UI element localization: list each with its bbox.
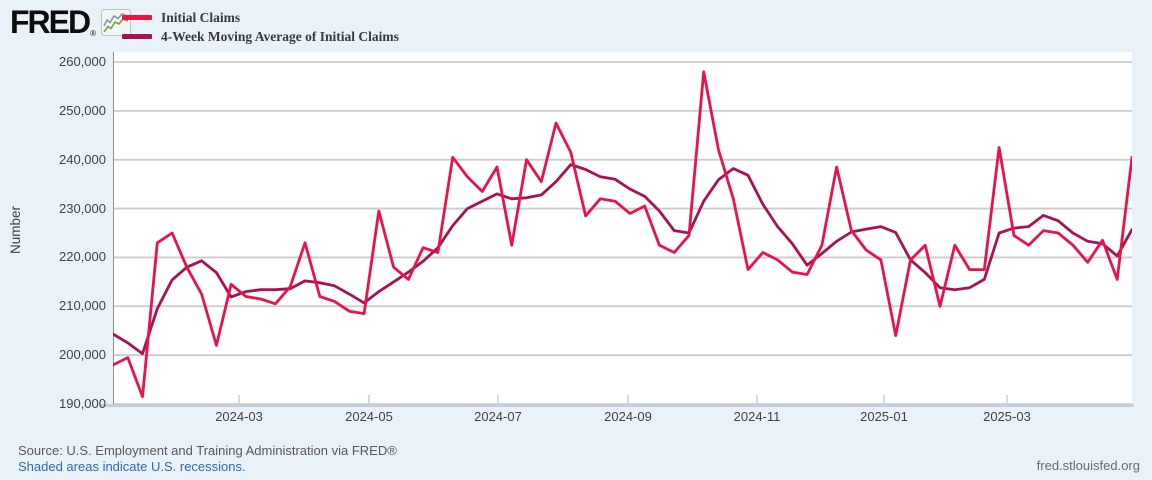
y-tick-label: 260,000	[59, 54, 106, 69]
legend-item-initial-claims: Initial Claims	[122, 8, 399, 27]
legend-swatch-initial-claims	[122, 15, 152, 20]
legend-item-moving-average: 4-Week Moving Average of Initial Claims	[122, 27, 399, 46]
chart-legend: Initial Claims 4-Week Moving Average of …	[122, 8, 399, 46]
recession-note-link[interactable]: Shaded areas indicate U.S. recessions.	[18, 459, 246, 474]
x-tick-label: 2024-11	[733, 409, 781, 424]
y-tick-label: 210,000	[59, 298, 106, 314]
x-tick-label: 2024-05	[345, 409, 393, 424]
source-text: Source: U.S. Employment and Training Adm…	[18, 443, 397, 458]
y-axis-title: Number	[8, 206, 23, 255]
legend-label-moving-average: 4-Week Moving Average of Initial Claims	[161, 28, 399, 44]
x-tick-label: 2024-09	[604, 409, 652, 424]
fred-logo-text: FRED	[10, 4, 91, 40]
plot-area	[111, 52, 1134, 405]
line-chart	[111, 52, 1134, 405]
x-tick-label: 2024-03	[215, 409, 263, 424]
y-tick-label: 220,000	[59, 249, 106, 265]
fred-logo: FRED ®	[10, 4, 132, 42]
y-tick-label: 250,000	[59, 102, 106, 118]
y-tick-label: 190,000	[59, 396, 106, 411]
x-tick-label: 2024-07	[474, 409, 522, 424]
legend-swatch-moving-average	[122, 34, 152, 39]
series-line-4-week-moving-average-of-initial-claims	[111, 163, 1134, 356]
x-axis-line	[100, 404, 1134, 407]
legend-label-initial-claims: Initial Claims	[161, 9, 241, 25]
x-tick-label: 2025-01	[860, 409, 908, 424]
series-line-initial-claims	[111, 70, 1134, 399]
y-tick-label: 200,000	[59, 347, 106, 363]
plot-background	[113, 52, 1132, 405]
registered-trademark: ®	[90, 29, 97, 38]
y-tick-label: 230,000	[59, 200, 106, 216]
y-tick-label: 240,000	[59, 151, 106, 167]
fred-url-link[interactable]: fred.stlouisfed.org	[1036, 458, 1140, 473]
x-tick-label: 2025-03	[983, 409, 1031, 424]
